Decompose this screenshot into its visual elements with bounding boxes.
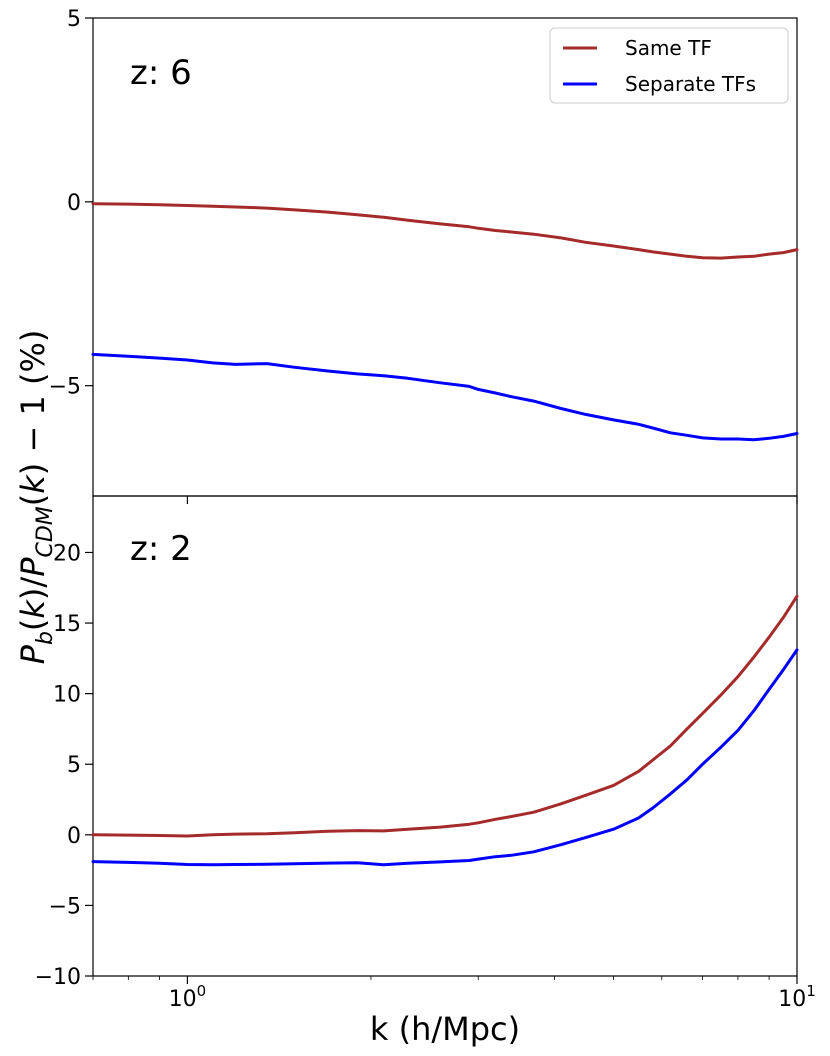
y-label-sub2: CDM [33,506,58,557]
y-tick-label-z2-10: 10 [53,683,81,708]
y-tick-label-z2-0: 0 [67,824,81,849]
x-tick-label-10: 101 [778,982,816,1012]
panel-z2-axes: −10 −5 0 5 10 15 20 [35,541,798,990]
y-tick-label-z2-5: 5 [67,753,81,778]
panel-z2-label: z: 2 [130,529,192,569]
y-tick-label-z6-5: 5 [67,7,81,32]
legend-entry-same-tf: Same TF [625,36,712,60]
y-tick-label-z2--5: −5 [49,894,81,919]
y-label-mid3: ( [14,494,52,506]
panel-z6: −5 0 5 z: 6 Same TF Separate TFs [49,7,799,504]
panel-z2-frame [92,495,798,977]
y-tick-label-z2-15: 15 [53,612,81,637]
panel-z6-label: z: 6 [130,53,192,93]
y-axis-label: Pb(k)/PCDM(k) − 1 (%) [14,330,58,665]
y-tick-label-z2--10: −10 [35,965,81,990]
legend: Same TF Separate TFs [549,27,789,104]
y-label-k2: k [14,474,52,494]
panel-z2: −10 −5 0 5 10 15 20 z: 2 [35,495,799,990]
y-tick-label-z6--5: −5 [49,375,81,400]
series-line-z6-same-tf [91,202,799,260]
x-tick-label-exponent: 0 [197,982,207,1000]
series-line-z2-same-tf [91,594,799,838]
y-label-k1: k [14,599,52,619]
y-tick-label-z6-0: 0 [67,191,81,216]
series-line-z2-separate-tfs [91,648,799,867]
y-label-mid1: ( [14,619,52,631]
x-tick-label-exponent: 1 [806,982,816,1000]
x-axis-label: k (h/Mpc) [370,1010,520,1048]
x-tick-label-1: 100 [169,982,207,1012]
y-label-tail: ) − 1 (%) [14,330,52,476]
x-tick-label-base: 10 [169,987,197,1012]
panel-z6-series [91,202,799,442]
y-label-p2: P [14,557,52,577]
y-label-sub1: b [33,631,58,645]
panel-z2-series [91,594,799,867]
x-tick-label-base: 10 [778,987,806,1012]
y-tick-label-z2-20: 20 [53,541,81,566]
legend-entry-separate-tfs: Separate TFs [625,72,756,96]
y-label-p1: P [14,644,52,664]
y-label-mid2: )/ [14,577,52,600]
x-axis: 100 101 [169,982,816,1012]
series-line-z6-separate-tfs [91,352,799,442]
legend-box [549,27,789,104]
